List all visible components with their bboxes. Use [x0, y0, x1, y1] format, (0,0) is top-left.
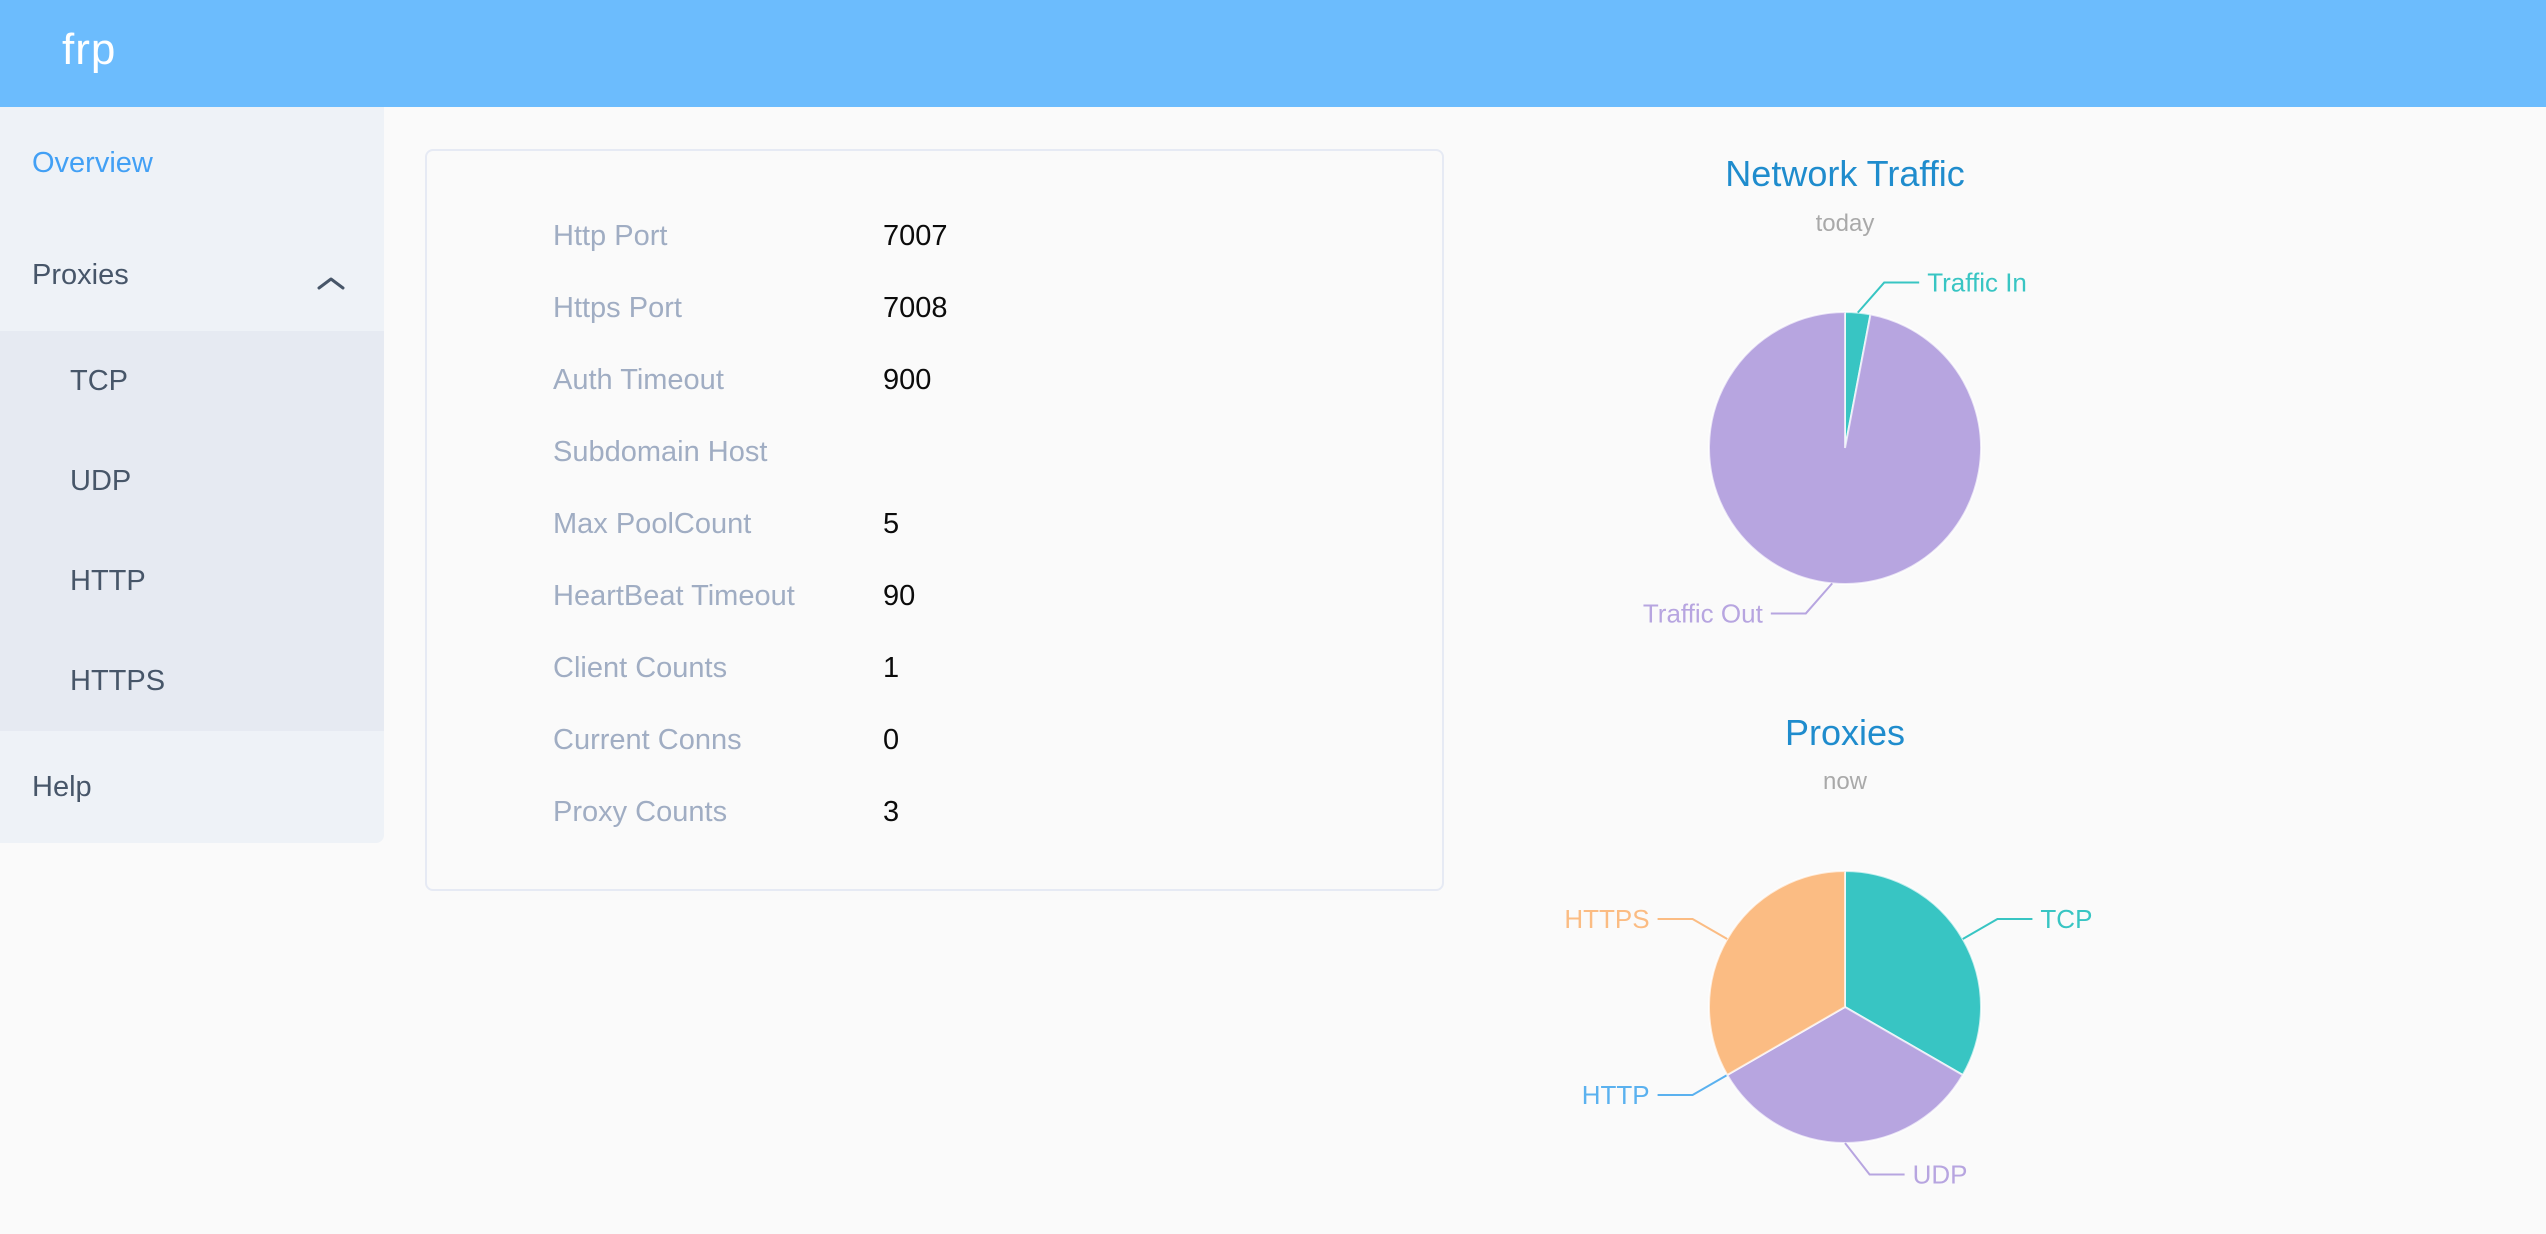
pie-label-traffic-out: Traffic Out [1643, 598, 1764, 628]
info-row: Auth Timeout 900 [427, 344, 1442, 416]
sidebar-item-label: HTTPS [70, 664, 166, 697]
info-label: HeartBeat Timeout [553, 579, 795, 612]
info-row: Https Port 7008 [427, 272, 1442, 344]
sidebar-item-http[interactable]: HTTP [0, 531, 384, 631]
pie-slice-https[interactable] [1708, 869, 1846, 1077]
label-line-https [1657, 918, 1728, 940]
proxies-chart-title: Proxies [1784, 712, 1906, 753]
info-label: Client Counts [553, 651, 728, 684]
info-label: Max PoolCount [553, 507, 752, 540]
info-value: 1 [883, 651, 900, 684]
info-row: Max PoolCount 5 [427, 488, 1442, 560]
server-info-rows: Http Port 7007 Https Port 7008 Auth Timeout 9… [427, 200, 1442, 848]
sidebar-item-label: TCP [70, 364, 128, 397]
info-row: Client Counts 1 [427, 632, 1442, 704]
proxies-submenu: TCP UDP HTTP HTTPS [0, 331, 384, 731]
sidebar-item-label: Overview [32, 146, 153, 179]
server-info-card: Http Port 7007 Https Port 7008 Auth Timeout 9… [425, 149, 1444, 891]
info-value: 7007 [883, 219, 948, 252]
label-line-udp [1844, 1142, 1905, 1176]
info-label: Auth Timeout [553, 363, 724, 396]
pie-slice-udp[interactable] [1725, 1005, 1965, 1144]
info-value: 7008 [883, 291, 948, 324]
network-traffic-title: Network Traffic [1725, 153, 1965, 194]
pie-label-udp: UDP [1913, 1160, 1968, 1190]
pie-label-http: HTTP [1582, 1080, 1650, 1110]
sidebar-item-proxies[interactable]: Proxies [0, 219, 384, 331]
pie-slice-traffic-out[interactable] [1708, 310, 1982, 585]
sidebar-item-https[interactable]: HTTPS [0, 631, 384, 731]
network-traffic-subtitle: today [1815, 210, 1875, 237]
info-label: Subdomain Host [553, 435, 768, 468]
label-line-traffic-in [1857, 281, 1920, 314]
info-value: 3 [883, 795, 900, 828]
info-value: 0 [883, 723, 900, 756]
label-line-http [1657, 1074, 1728, 1096]
network-traffic-pie-chart: Traffic In Traffic Out [1643, 268, 2027, 629]
sidebar-item-tcp[interactable]: TCP [0, 331, 384, 431]
pie-label-tcp: TCP [2040, 904, 2092, 934]
sidebar-item-label: Help [32, 770, 92, 803]
sidebar-item-udp[interactable]: UDP [0, 431, 384, 531]
pie-label-https: HTTPS [1564, 904, 1649, 934]
info-row: Subdomain Host [427, 416, 1442, 488]
proxies-chart-subtitle: now [1822, 768, 1868, 795]
sidebar-item-overview[interactable]: Overview [0, 107, 384, 219]
app-header: frp [0, 0, 2546, 107]
info-value: 90 [883, 579, 916, 612]
pie-label-traffic-in: Traffic In [1927, 268, 2027, 298]
sidebar-item-label: Proxies [32, 258, 129, 291]
label-line-traffic-out [1770, 582, 1833, 615]
sidebar-item-label: UDP [70, 464, 132, 497]
info-label: Proxy Counts [553, 795, 728, 828]
info-row: Http Port 7007 [427, 200, 1442, 272]
info-row: Proxy Counts 3 [427, 776, 1442, 848]
info-value: 900 [883, 363, 932, 396]
pie-slice-tcp[interactable] [1844, 869, 1982, 1077]
info-label: Https Port [553, 291, 682, 324]
app-logo: frp [62, 25, 117, 74]
info-label: Current Conns [553, 723, 742, 756]
chevron-up-icon [316, 267, 346, 300]
sidebar-item-label: HTTP [70, 564, 146, 597]
info-row: HeartBeat Timeout 90 [427, 560, 1442, 632]
info-row: Current Conns 0 [427, 704, 1442, 776]
info-value: 5 [883, 507, 900, 540]
sidebar: Overview Proxies TCP UDP HTTP HTTPS [0, 107, 384, 843]
info-label: Http Port [553, 219, 668, 252]
sidebar-item-help[interactable]: Help [0, 731, 384, 843]
label-line-tcp [1962, 918, 2033, 940]
proxies-pie-chart: TCP UDP HTTP HTTPS [1564, 869, 2092, 1190]
